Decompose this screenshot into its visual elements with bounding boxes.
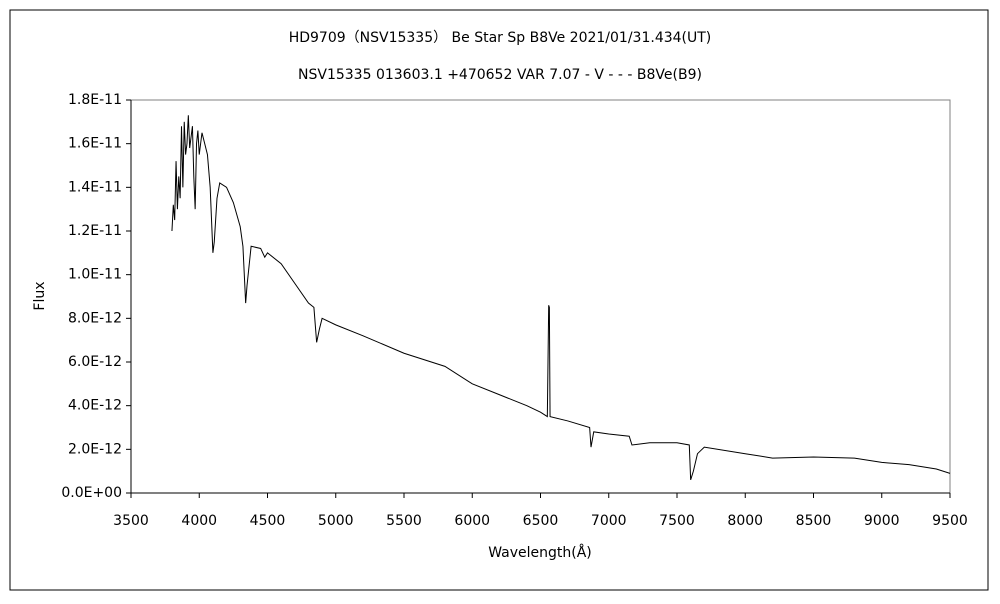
x-tick-label: 7000 [591,513,627,529]
y-tick-label: 1.2E-11 [68,223,122,239]
y-tick-label: 4.0E-12 [68,398,122,414]
x-tick-label: 9000 [864,513,900,529]
x-tick-label: 3500 [113,513,149,529]
y-tick-label: 8.0E-12 [68,310,122,326]
y-tick-label: 1.8E-11 [68,92,122,108]
x-tick-label: 6500 [523,513,559,529]
y-tick-label: 1.0E-11 [68,267,122,283]
x-tick-label: 9500 [932,513,968,529]
x-tick-label: 5000 [318,513,354,529]
x-tick-label: 5500 [386,513,422,529]
x-tick-label: 4500 [250,513,286,529]
x-tick-label: 7500 [659,513,695,529]
y-tick-label: 6.0E-12 [68,354,122,370]
x-tick-label: 4000 [181,513,217,529]
x-tick-label: 6000 [454,513,490,529]
x-axis-label: Wavelength(Å) [488,544,592,561]
y-tick-label: 0.0E+00 [61,485,122,501]
x-tick-label: 8000 [727,513,763,529]
chart-border [9,9,989,591]
spectrum-line [171,115,951,481]
y-tick-label: 1.4E-11 [68,179,122,195]
y-tick-label: 2.0E-12 [68,441,122,457]
chart-subtitle: NSV15335 013603.1 +470652 VAR 7.07 - V -… [298,67,702,83]
chart-title: HD9709（NSV15335） Be Star Sp B8Ve 2021/01… [289,30,712,46]
y-tick-label: 1.6E-11 [68,136,122,152]
y-axis-label: Flux [32,281,48,310]
x-tick-label: 8500 [796,513,832,529]
